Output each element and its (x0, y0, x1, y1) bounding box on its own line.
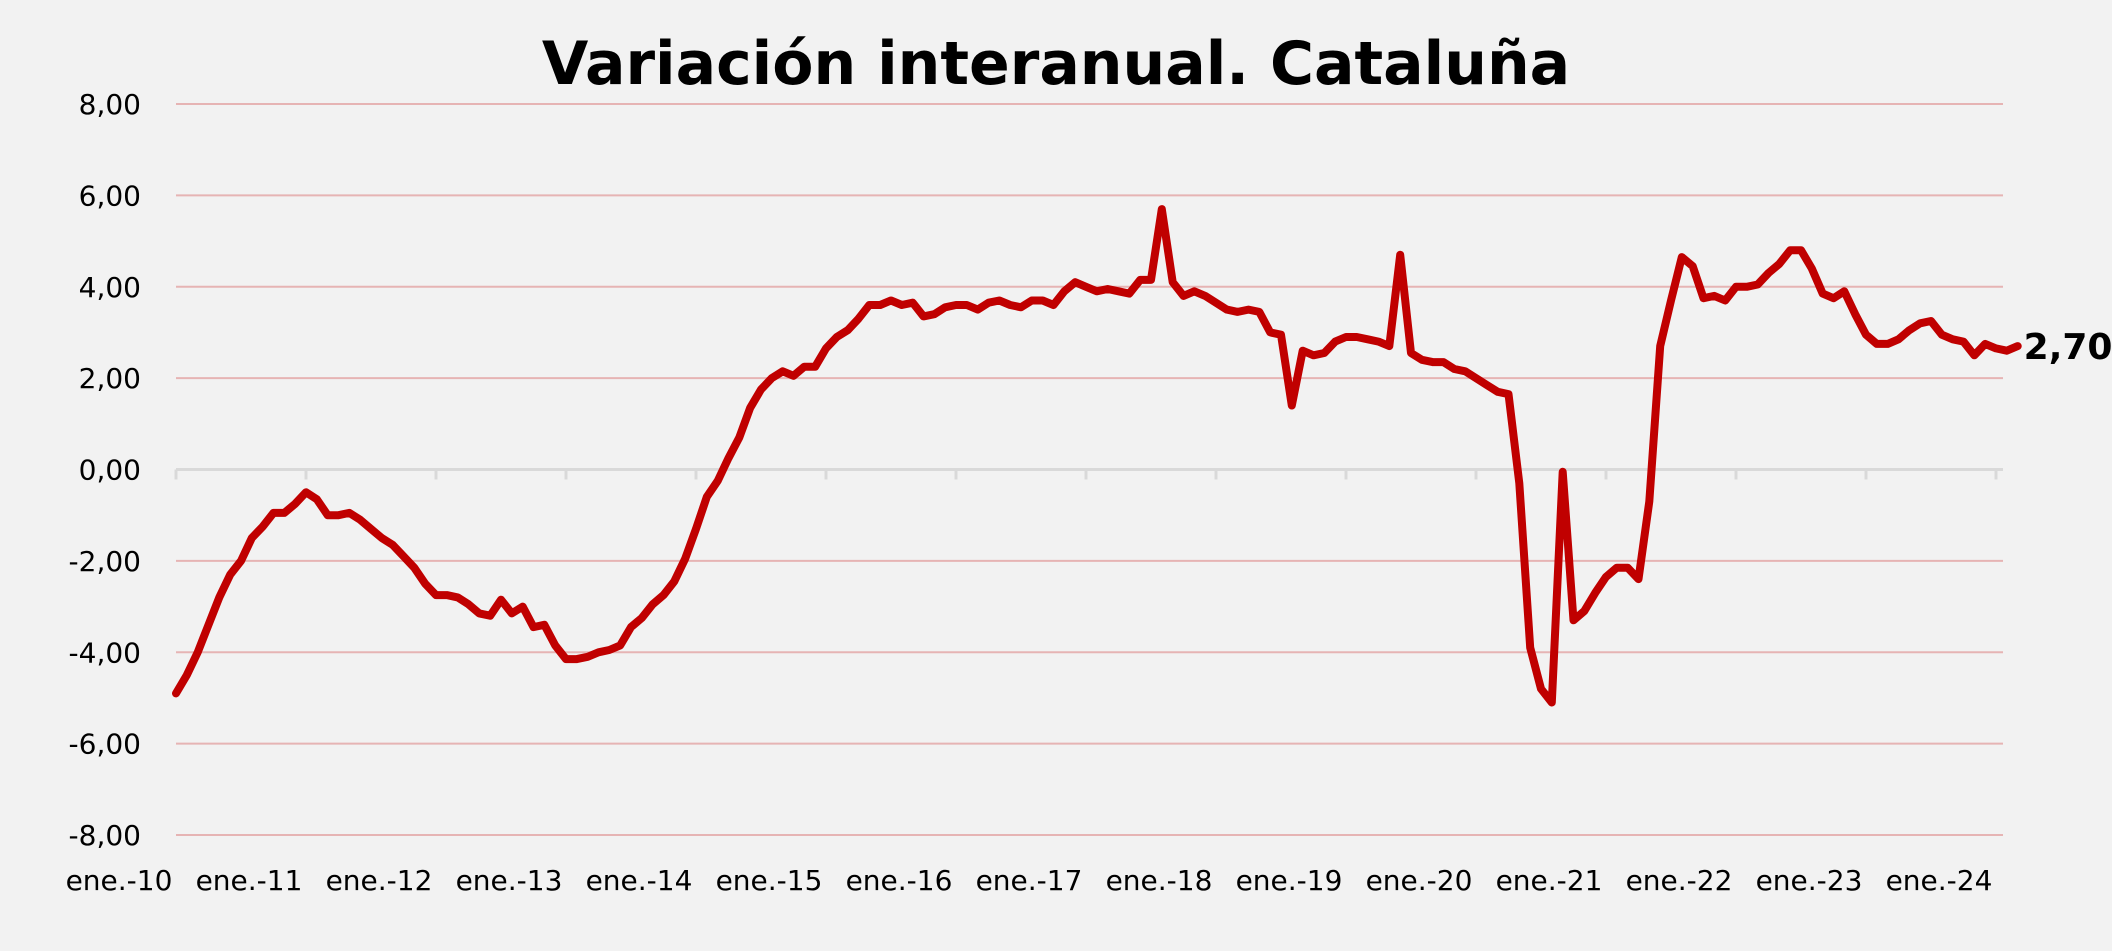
y-tick-label: 8,00 (79, 88, 141, 121)
y-tick-label: -8,00 (69, 819, 141, 852)
x-axis-tick-labels: ene.-10 ene.-11 ene.-12 ene.-13 ene.-14 ene.-… (66, 864, 1993, 897)
end-label-layer: 2,70 (2024, 327, 2112, 368)
x-tick-label: ene.-17 (976, 864, 1083, 897)
y-tick-label: -2,00 (69, 545, 141, 578)
chart-title: Variación interanual. Cataluña (542, 29, 1570, 99)
x-tick-label: ene.-22 (1626, 864, 1733, 897)
series-line (172, 205, 2022, 707)
x-tick-label: ene.-15 (716, 864, 823, 897)
x-tick-label: ene.-23 (1756, 864, 1863, 897)
x-tick-label: ene.-12 (326, 864, 433, 897)
y-tick-label: 0,00 (79, 454, 141, 487)
x-tick-label: ene.-11 (196, 864, 303, 897)
x-tick-label: ene.-13 (456, 864, 563, 897)
x-tick-label: ene.-10 (66, 864, 173, 897)
x-tick-label: ene.-16 (846, 864, 953, 897)
series-layer (172, 205, 2022, 707)
x-axis (174, 468, 2003, 480)
y-tick-label: 4,00 (79, 271, 141, 304)
y-tick-label: 6,00 (79, 179, 141, 212)
x-tick-label: ene.-20 (1366, 864, 1473, 897)
x-tick-label: ene.-14 (586, 864, 693, 897)
x-tick-label: ene.-24 (1886, 864, 1993, 897)
x-tick-label: ene.-19 (1236, 864, 1343, 897)
y-axis-tick-labels: -8,00 -6,00 -4,00 -2,00 0,00 2,00 4,00 6,00 8,00 (69, 88, 141, 852)
x-tick-label: ene.-21 (1496, 864, 1603, 897)
y-tick-label: -4,00 (69, 636, 141, 669)
last-value-label: 2,70 (2024, 327, 2112, 368)
x-tick-label: ene.-18 (1106, 864, 1213, 897)
y-tick-label: -6,00 (69, 728, 141, 761)
y-tick-label: 2,00 (79, 362, 141, 395)
